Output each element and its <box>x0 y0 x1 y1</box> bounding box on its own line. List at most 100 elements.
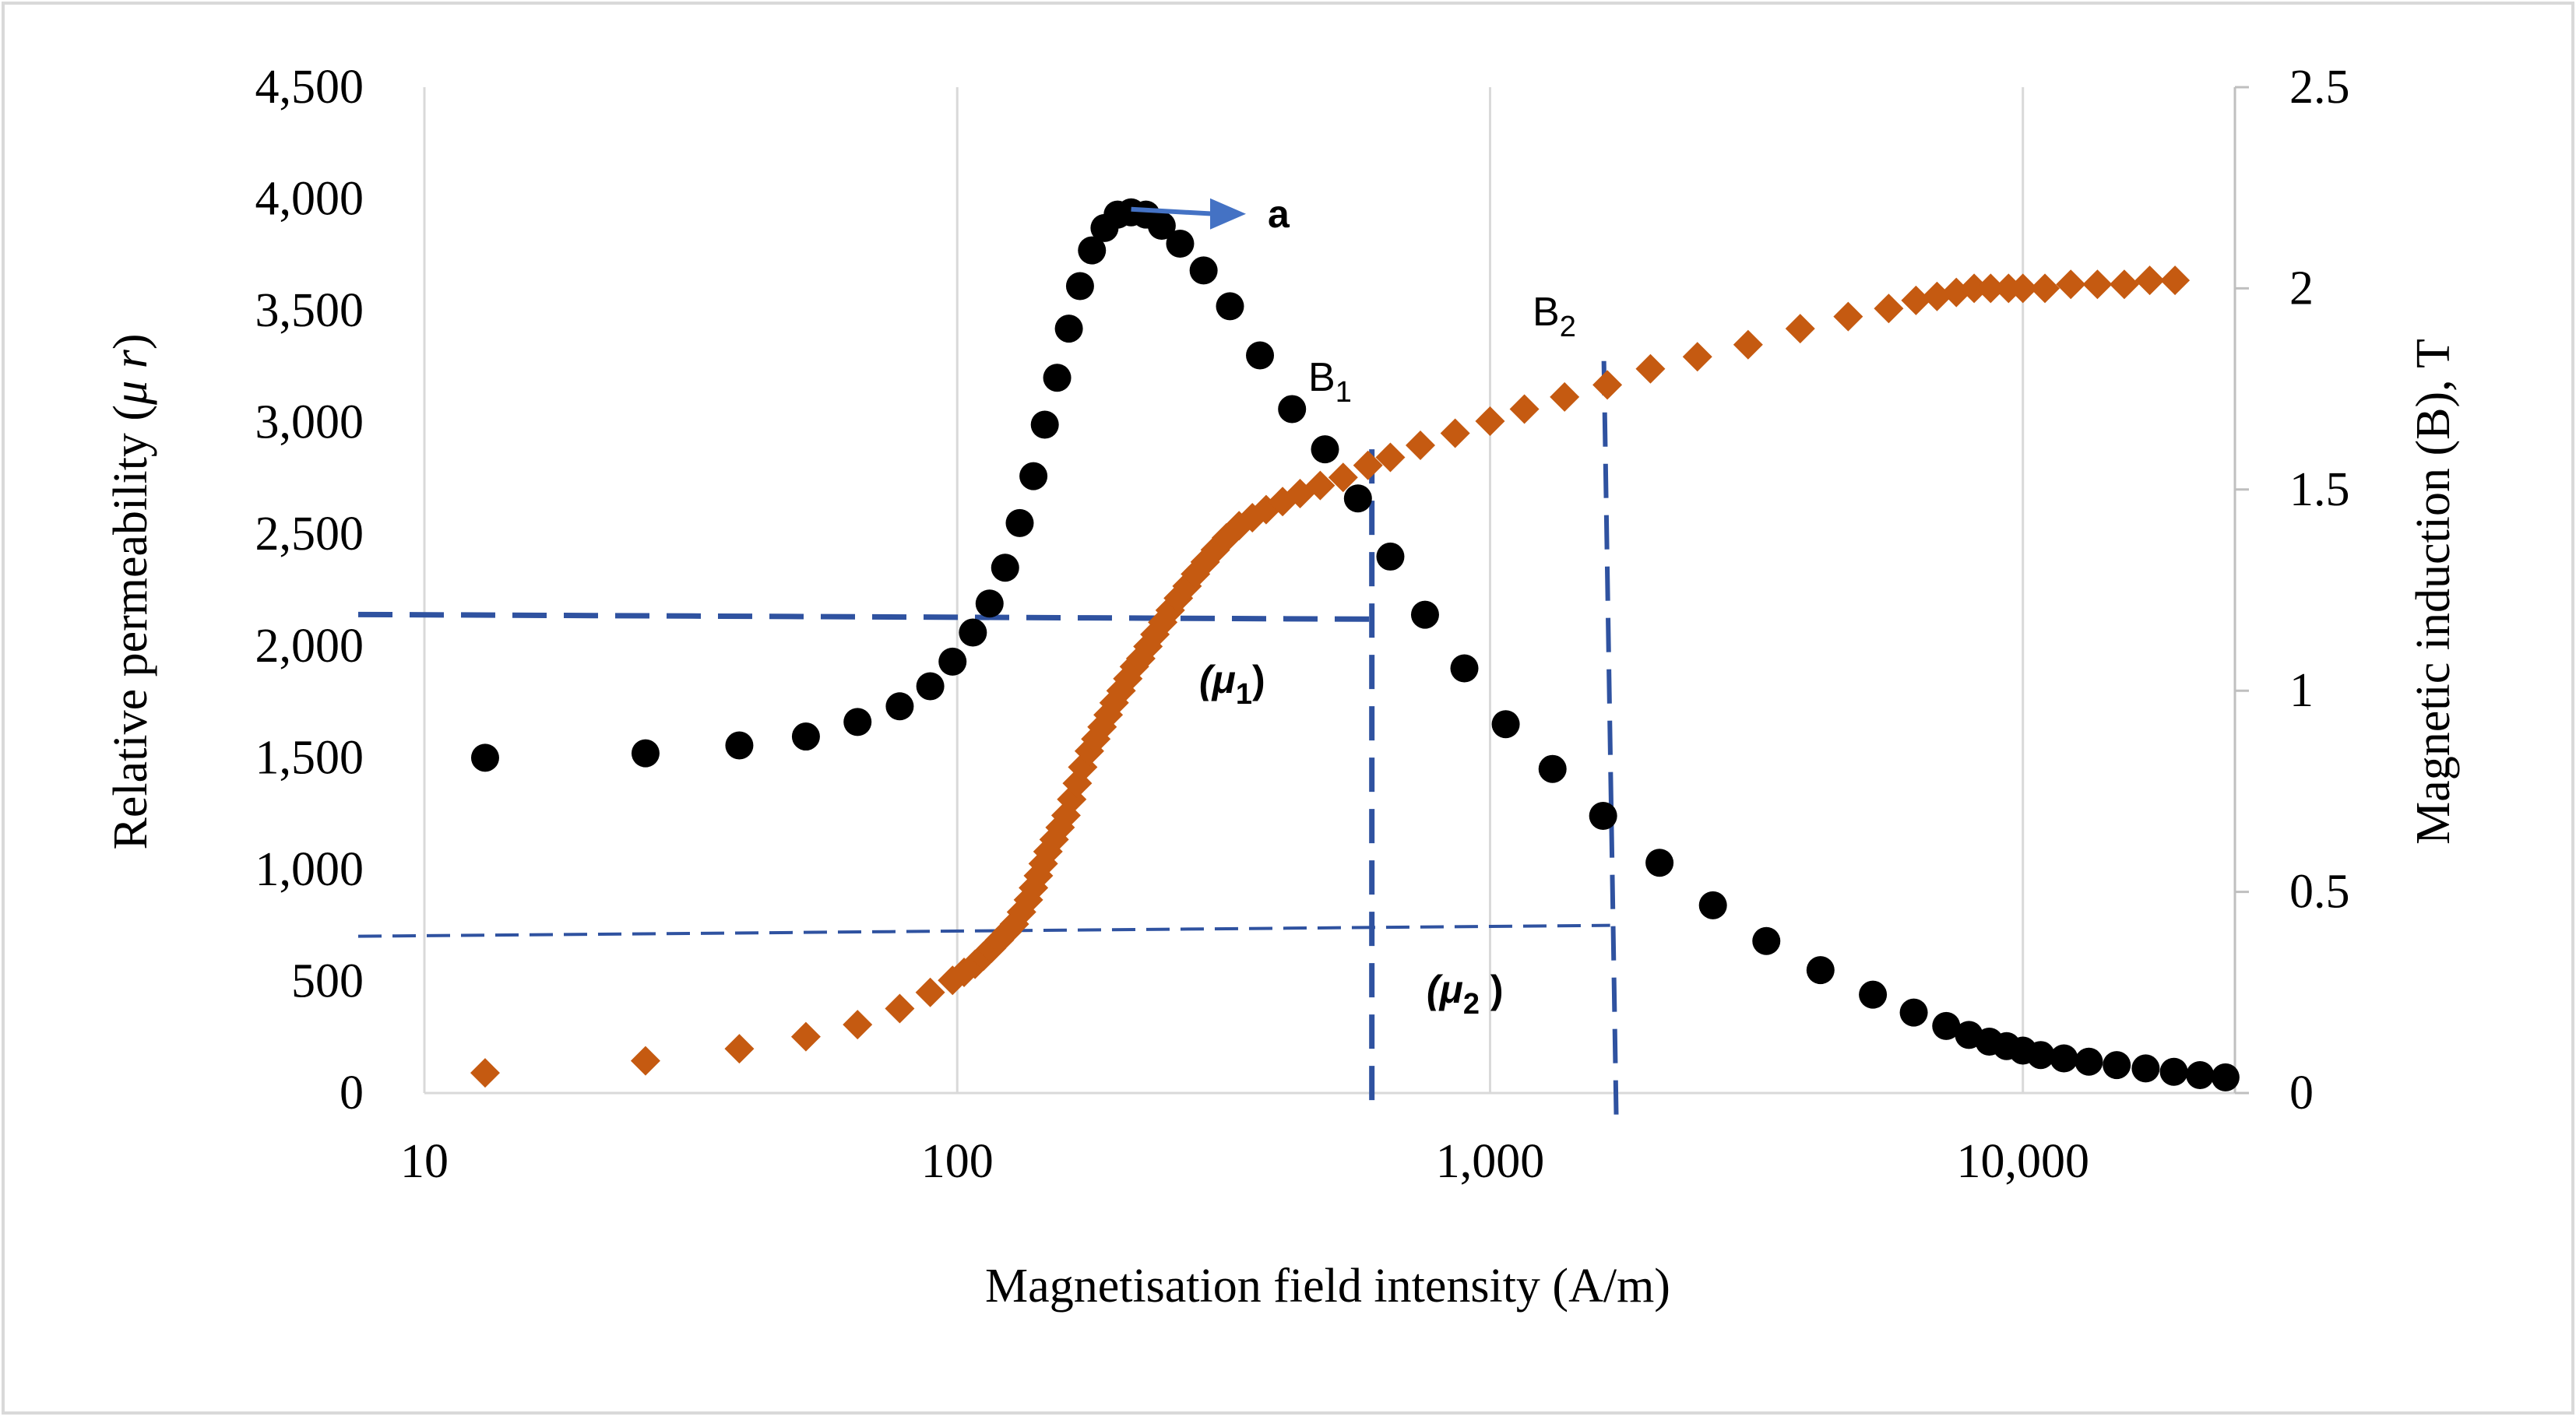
induction-point <box>630 1046 660 1076</box>
permeability-point <box>1278 395 1307 424</box>
series-relative-permeability <box>470 198 2240 1091</box>
permeability-point <box>1043 364 1072 392</box>
permeability-point <box>2211 1063 2240 1091</box>
induction-point <box>1635 353 1666 384</box>
induction-point <box>843 1010 873 1040</box>
induction-point <box>2109 269 2139 300</box>
permeability-point <box>1311 435 1339 464</box>
axes-layer: 0 0.5 1 1.5 2 2.5 10 100 1,000 10,000 0 500 1,000 1,5… <box>255 61 2350 1188</box>
induction-point <box>2082 269 2113 300</box>
induction-point <box>885 993 915 1024</box>
mu1-label-close: ) <box>1252 658 1265 701</box>
y-right-tick-label: 1 <box>2289 664 2314 717</box>
permeability-point <box>791 722 820 751</box>
peak-arrow-shaft <box>1131 206 1216 216</box>
mu2-label-close: ) <box>1480 968 1504 1011</box>
x-tick-label: 10,000 <box>1956 1135 2089 1188</box>
peak-arrow-head <box>1210 198 1246 230</box>
mu2-label-sub: 2 <box>1463 988 1480 1021</box>
y-left-axis-title-close: ) <box>104 334 157 350</box>
y-left-tick-label: 1,500 <box>255 731 364 784</box>
permeability-point <box>2075 1047 2103 1076</box>
permeability-point <box>2131 1054 2160 1083</box>
guide-layer <box>357 360 1619 1122</box>
permeability-point <box>2050 1044 2078 1073</box>
permeability-point <box>470 743 499 772</box>
permeability-point <box>991 554 1019 582</box>
permeability-point <box>1147 212 1176 241</box>
y-left-tick-label: 0 <box>340 1067 364 1119</box>
y-left-tick-label: 4,000 <box>255 173 364 226</box>
permeability-point <box>1932 1011 1961 1040</box>
induction-point <box>1328 462 1358 493</box>
induction-point <box>724 1034 755 1064</box>
b1-label-main: B <box>1308 355 1336 400</box>
mu2-label: (μ2 ) <box>1427 968 1504 1021</box>
permeability-point <box>725 731 754 760</box>
y-left-tick-label: 1,000 <box>255 843 364 896</box>
permeability-point <box>1376 542 1405 571</box>
permeability-point <box>1491 710 1520 739</box>
permeability-point <box>1698 891 1727 919</box>
induction-point <box>1475 406 1505 436</box>
induction-point <box>2056 269 2086 300</box>
x-tick-label: 100 <box>921 1135 994 1188</box>
permeability-point <box>1054 315 1083 343</box>
induction-point <box>2134 265 2165 296</box>
induction-point <box>1550 381 1580 412</box>
b1-label-sub: 1 <box>1336 376 1352 409</box>
y-right-tick-label: 1.5 <box>2289 463 2350 516</box>
permeability-point <box>1899 998 1928 1027</box>
induction-point <box>1785 314 1815 344</box>
y-left-axis-title: Relative permeability (μ r) <box>104 334 157 850</box>
mu2-guide-line <box>357 923 1610 938</box>
induction-point <box>1733 329 1763 360</box>
permeability-point <box>938 647 967 676</box>
induction-point <box>790 1021 821 1052</box>
peak-label: a <box>1268 192 1290 236</box>
induction-point <box>1976 273 2006 304</box>
permeability-point <box>1005 508 1034 537</box>
y-right-tick-label: 0.5 <box>2289 866 2350 919</box>
annotation-layer <box>1131 198 1246 230</box>
y-left-tick-label: 2,000 <box>255 620 364 673</box>
y-right-axis-title: Magnetic induction (B), T <box>2407 339 2460 845</box>
induction-point <box>1509 394 1540 424</box>
permeability-point <box>1166 229 1195 258</box>
x-tick-label: 10 <box>400 1135 449 1188</box>
mu1-label-sub: 1 <box>1236 678 1252 711</box>
induction-point <box>2008 273 2038 304</box>
y-left-axis-title-mu: μ r <box>104 349 157 406</box>
y-right-tick-label: 2.5 <box>2289 61 2350 114</box>
b2-guide-line <box>1601 360 1619 1122</box>
permeability-point <box>631 739 660 768</box>
permeability-point <box>959 618 987 647</box>
mu2-label-main: (μ <box>1427 968 1463 1011</box>
induction-point <box>1833 301 1863 332</box>
permeability-point <box>2026 1041 2055 1070</box>
permeability-point <box>1019 462 1048 490</box>
permeability-point <box>916 672 945 701</box>
y-right-tick-label: 0 <box>2289 1067 2314 1119</box>
induction-point <box>1874 293 1904 324</box>
b2-label: B2 <box>1533 290 1576 343</box>
induction-point <box>1959 273 1990 304</box>
induction-point <box>1353 450 1383 480</box>
y-right-tick-label: 2 <box>2289 262 2314 315</box>
induction-point <box>1901 285 1931 315</box>
y-left-tick-label: 3,500 <box>255 284 364 337</box>
induction-point <box>2160 265 2191 296</box>
y-left-axis-title-text: Relative permeability ( <box>104 405 157 850</box>
mu1-label-main: (μ <box>1199 658 1236 701</box>
permeability-point <box>1538 754 1567 783</box>
induction-point <box>1305 470 1336 501</box>
mu1-guide-line <box>357 611 1372 622</box>
permeability-point <box>1189 256 1218 285</box>
b1-label: B1 <box>1308 355 1352 409</box>
permeability-point <box>2186 1061 2215 1090</box>
series-magnetic-induction <box>470 265 2191 1088</box>
permeability-point <box>1752 926 1781 955</box>
